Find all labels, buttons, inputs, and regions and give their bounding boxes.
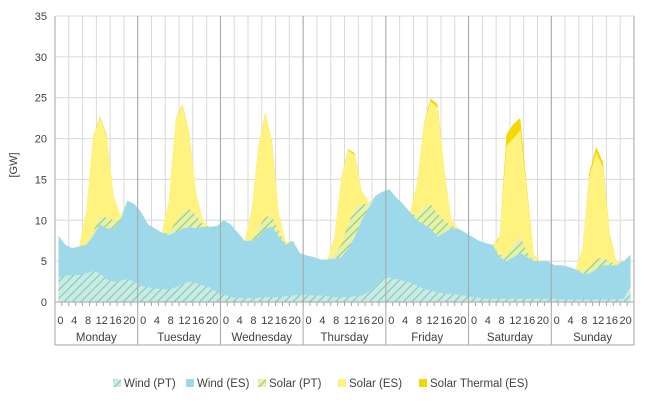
x-tick-label: 8 xyxy=(250,315,256,327)
day-label: Saturday xyxy=(487,332,533,344)
x-tick-label: 20 xyxy=(206,315,218,327)
x-tick-label: 16 xyxy=(109,315,121,327)
legend-label: Solar Thermal (ES) xyxy=(430,378,528,390)
x-tick-label: 4 xyxy=(71,315,77,327)
day-label: Friday xyxy=(411,332,443,344)
legend-swatch xyxy=(338,379,346,387)
y-tick-label: 15 xyxy=(35,174,47,186)
day-label: Sunday xyxy=(573,332,612,344)
x-tick-label: 16 xyxy=(358,315,370,327)
x-tick-label: 0 xyxy=(471,315,477,327)
x-tick-label: 12 xyxy=(592,315,604,327)
plot-areas xyxy=(58,98,631,302)
x-tick-label: 12 xyxy=(344,315,356,327)
x-tick-label: 8 xyxy=(499,315,505,327)
x-tick-label: 4 xyxy=(154,315,160,327)
day-label: Wednesday xyxy=(232,332,293,344)
x-tick-label: 0 xyxy=(388,315,394,327)
y-tick-label: 10 xyxy=(35,215,47,227)
day-label: Monday xyxy=(76,332,117,344)
x-tick-label: 0 xyxy=(223,315,229,327)
x-tick-label: 4 xyxy=(567,315,573,327)
x-tick-label: 0 xyxy=(306,315,312,327)
x-tick-label: 8 xyxy=(168,315,174,327)
x-tick-label: 20 xyxy=(371,315,383,327)
y-tick-label: 20 xyxy=(35,134,47,146)
x-tick-label: 16 xyxy=(275,315,287,327)
x-tick-label: 4 xyxy=(485,315,491,327)
y-tick-label: 30 xyxy=(35,52,47,64)
x-tick-label: 4 xyxy=(237,315,243,327)
x-tick-label: 8 xyxy=(581,315,587,327)
x-tick-label: 4 xyxy=(402,315,408,327)
x-tick-label: 20 xyxy=(289,315,301,327)
x-tick-label: 8 xyxy=(416,315,422,327)
y-tick-label: 35 xyxy=(35,11,47,23)
area-solar-pt xyxy=(58,189,631,274)
legend-label: Wind (PT) xyxy=(124,378,176,390)
day-label: Tuesday xyxy=(157,332,201,344)
legend-swatch xyxy=(419,379,427,387)
x-tick-label: 12 xyxy=(509,315,521,327)
x-tick-label: 12 xyxy=(96,315,108,327)
legend-swatch xyxy=(186,379,194,387)
x-tick-label: 0 xyxy=(57,315,63,327)
x-tick-label: 20 xyxy=(454,315,466,327)
x-tick-label: 0 xyxy=(140,315,146,327)
x-tick-label: 12 xyxy=(427,315,439,327)
x-tick-label: 12 xyxy=(261,315,273,327)
area-wind-es xyxy=(58,189,631,302)
x-tick-label: 20 xyxy=(620,315,632,327)
x-tick-label: 16 xyxy=(440,315,452,327)
legend-label: Wind (ES) xyxy=(197,378,250,390)
area-wind-pt xyxy=(58,270,631,302)
day-label: Thursday xyxy=(321,332,369,344)
x-tick-label: 12 xyxy=(178,315,190,327)
x-tick-label: 8 xyxy=(333,315,339,327)
x-tick-label: 4 xyxy=(319,315,325,327)
x-tick-label: 16 xyxy=(606,315,618,327)
legend-swatch xyxy=(258,379,266,387)
legend-swatch xyxy=(113,379,121,387)
legend-label: Solar (ES) xyxy=(349,378,402,390)
x-tick-label: 0 xyxy=(554,315,560,327)
x-tick-label: 8 xyxy=(85,315,91,327)
legend: Wind (PT) Wind (ES) Solar (PT) Solar (ES) So… xyxy=(113,378,528,390)
y-tick-label: 25 xyxy=(35,93,47,105)
x-tick-label: 16 xyxy=(523,315,535,327)
area-solar-es xyxy=(58,101,631,271)
legend-label: Solar (PT) xyxy=(269,378,322,390)
x-tick-label: 16 xyxy=(192,315,204,327)
x-tick-label: 20 xyxy=(123,315,135,327)
y-axis-label: [GW] xyxy=(8,152,20,177)
x-tick-label: 20 xyxy=(537,315,549,327)
y-tick-label: 5 xyxy=(41,256,47,268)
y-tick-label: 0 xyxy=(41,297,47,309)
